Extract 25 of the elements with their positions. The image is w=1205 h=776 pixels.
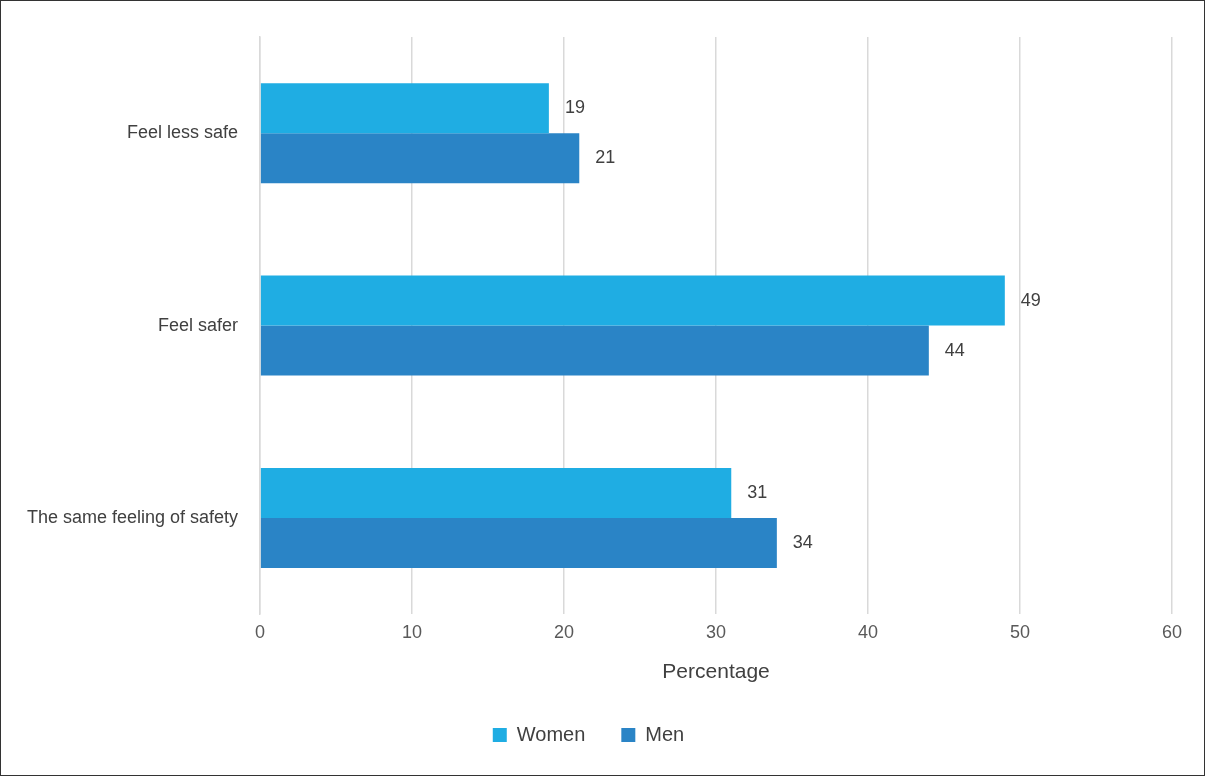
data-label: 31	[747, 481, 768, 502]
data-label: 34	[792, 531, 813, 552]
x-tick-label: 20	[554, 621, 575, 642]
data-label: 49	[1020, 289, 1041, 310]
bar	[260, 518, 777, 569]
x-tick-label: 30	[706, 621, 727, 642]
y-tick-label: Feel safer	[158, 314, 239, 335]
data-label: 44	[944, 339, 965, 360]
bar	[260, 325, 929, 376]
bar	[260, 275, 1005, 326]
x-tick-label: 60	[1161, 621, 1183, 642]
x-tick-label: 40	[858, 621, 879, 642]
x-tick-label: 50	[1010, 621, 1031, 642]
data-label: 21	[595, 147, 616, 168]
x-tick-label: 0	[255, 621, 266, 642]
bar	[260, 83, 549, 134]
bar	[260, 133, 580, 184]
data-label: 19	[564, 97, 585, 118]
x-axis-title: Percentage	[662, 659, 770, 683]
y-tick-label: The same feeling of safety	[26, 506, 239, 527]
legend-label: Women	[516, 722, 586, 745]
y-tick-label: Feel less safe	[127, 122, 239, 143]
legend-label: Men	[645, 722, 685, 745]
bar	[260, 467, 732, 518]
x-tick-label: 10	[402, 621, 423, 642]
